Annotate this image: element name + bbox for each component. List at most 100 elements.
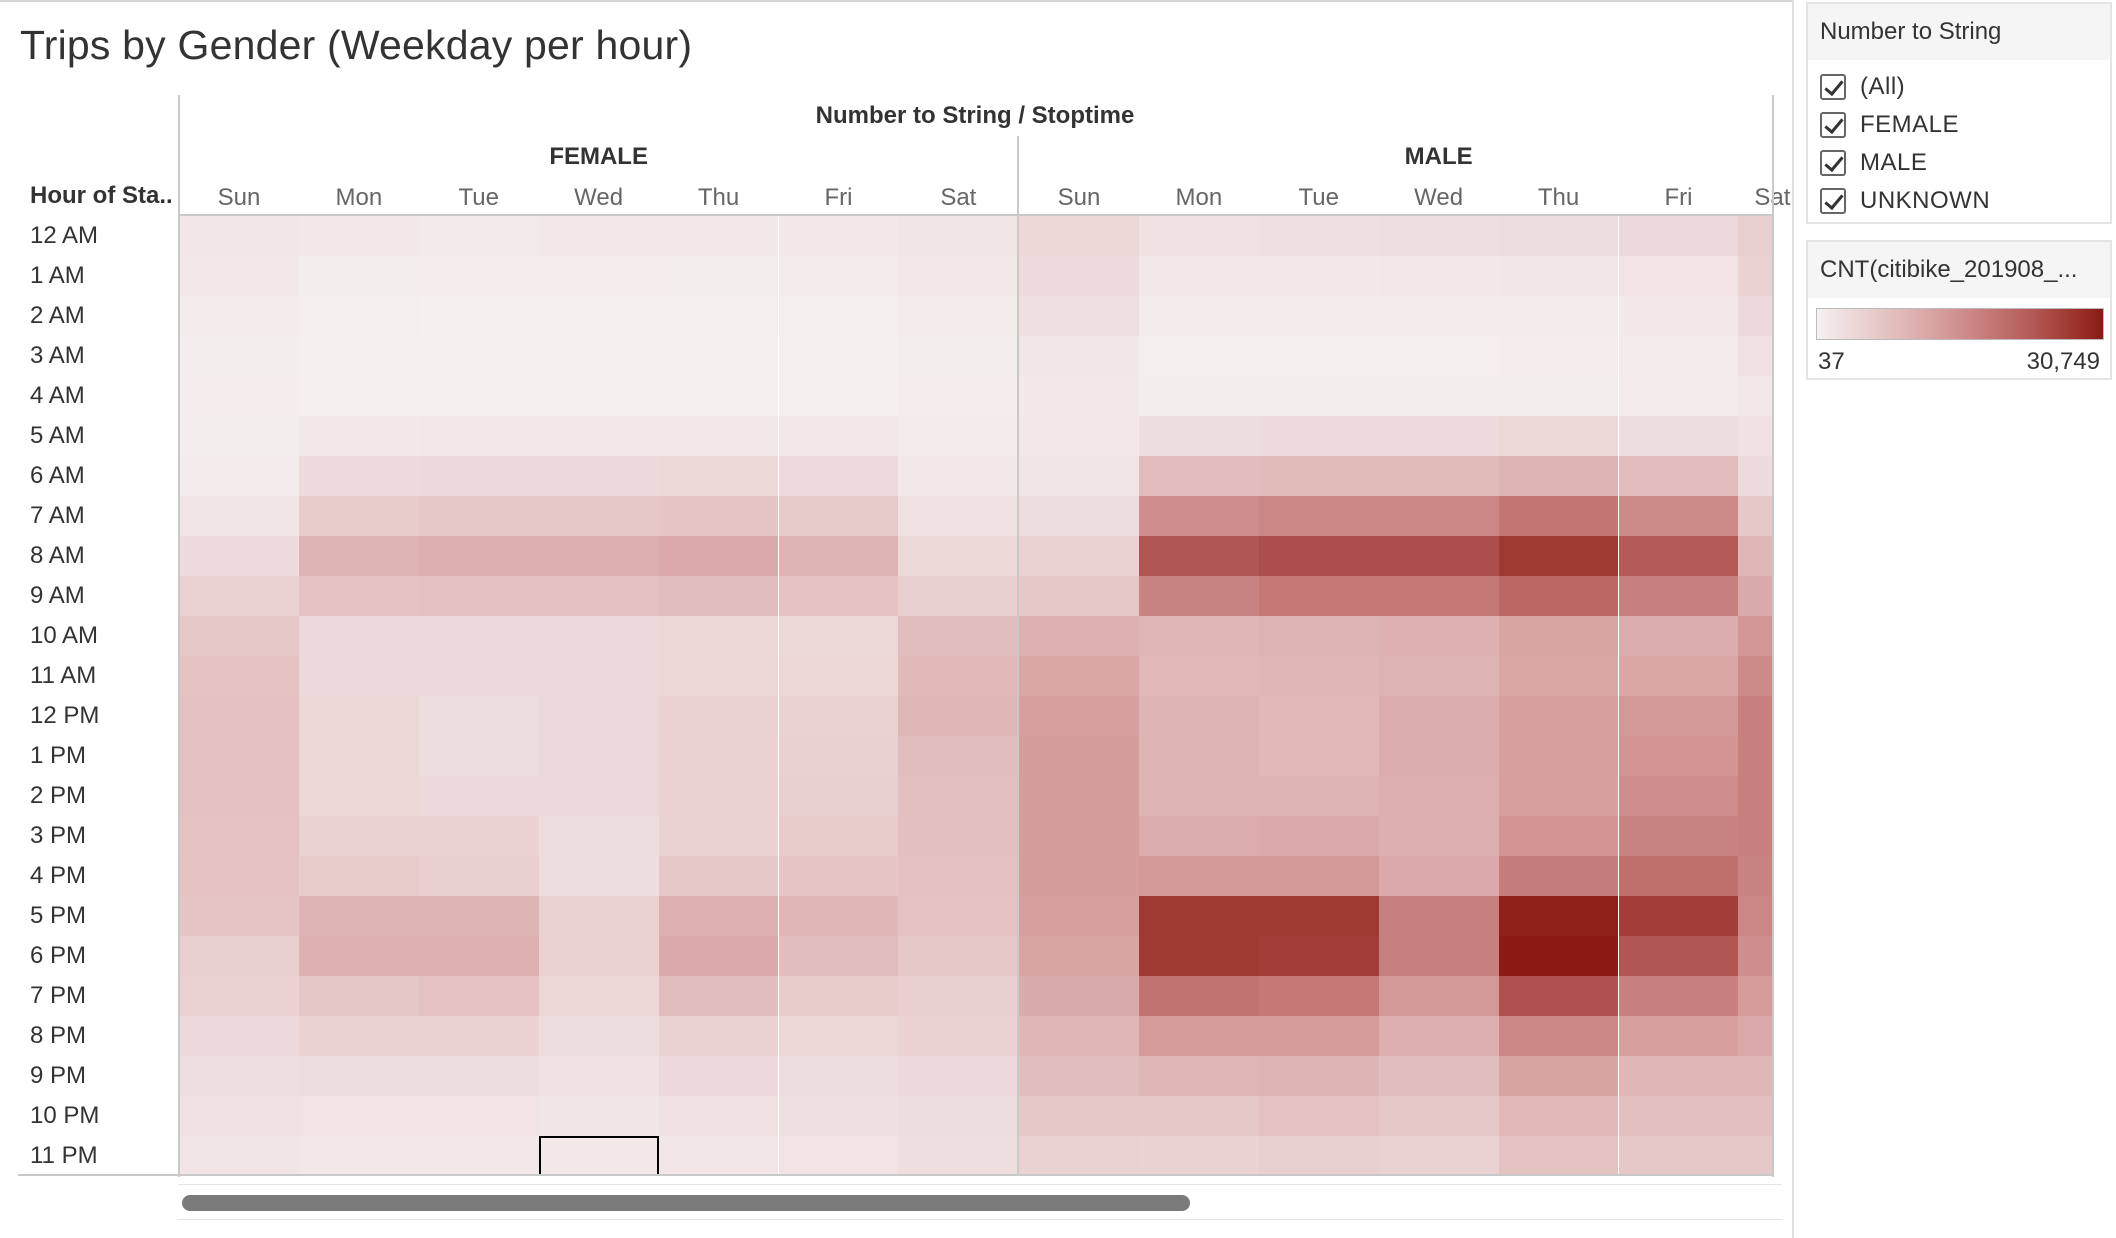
heatmap-cell-female-sat-4[interactable] <box>898 376 1019 416</box>
heatmap-cell-female-fri-20[interactable] <box>778 1016 899 1056</box>
heatmap-cell-male-thu-22[interactable] <box>1498 1096 1619 1136</box>
heatmap-cell-male-sat-0[interactable] <box>1738 216 1772 256</box>
heatmap-cell-female-thu-13[interactable] <box>658 736 779 776</box>
heatmap-cell-male-fri-2[interactable] <box>1618 296 1739 336</box>
heatmap-cell-male-thu-2[interactable] <box>1498 296 1619 336</box>
heatmap-cell-male-sat-11[interactable] <box>1738 656 1772 696</box>
heatmap-cell-male-thu-3[interactable] <box>1498 336 1619 376</box>
heatmap-cell-female-fri-19[interactable] <box>778 976 899 1016</box>
day-header-female-sat[interactable]: Sat <box>940 184 977 211</box>
heatmap-cell-male-fri-16[interactable] <box>1618 856 1739 896</box>
heatmap-cell-male-sun-16[interactable] <box>1019 856 1139 896</box>
heatmap-cell-male-thu-7[interactable] <box>1498 496 1619 536</box>
heatmap-cell-male-sat-13[interactable] <box>1738 736 1772 776</box>
heatmap-cell-female-thu-6[interactable] <box>658 456 779 496</box>
heatmap-cell-male-tue-13[interactable] <box>1258 736 1379 776</box>
heatmap-cell-female-sun-16[interactable] <box>179 856 299 896</box>
heatmap-cell-female-mon-14[interactable] <box>298 776 419 816</box>
heatmap-cell-female-fri-17[interactable] <box>778 896 899 936</box>
heatmap-cell-female-thu-11[interactable] <box>658 656 779 696</box>
checkbox-checked-icon[interactable] <box>1820 112 1846 138</box>
heatmap-cell-female-sat-13[interactable] <box>898 736 1019 776</box>
heatmap-cell-male-sun-22[interactable] <box>1019 1096 1139 1136</box>
heatmap-cell-female-fri-4[interactable] <box>778 376 899 416</box>
heatmap-cell-female-sun-1[interactable] <box>179 256 299 296</box>
heatmap-cell-female-thu-16[interactable] <box>658 856 779 896</box>
heatmap-cell-male-mon-6[interactable] <box>1138 456 1259 496</box>
heatmap-cell-male-sat-15[interactable] <box>1738 816 1772 856</box>
heatmap-cell-female-mon-18[interactable] <box>298 936 419 976</box>
heatmap-cell-female-fri-3[interactable] <box>778 336 899 376</box>
hour-label[interactable]: 12 AM <box>30 222 99 249</box>
heatmap-cell-female-fri-12[interactable] <box>778 696 899 736</box>
hour-label[interactable]: 12 PM <box>30 702 100 729</box>
heatmap-cell-female-wed-7[interactable] <box>538 496 659 536</box>
heatmap-cell-female-tue-20[interactable] <box>418 1016 539 1056</box>
heatmap-cell-female-wed-15[interactable] <box>538 816 659 856</box>
heatmap-cell-male-mon-9[interactable] <box>1138 576 1259 616</box>
heatmap-cell-male-wed-19[interactable] <box>1378 976 1499 1016</box>
heatmap-cell-male-thu-12[interactable] <box>1498 696 1619 736</box>
heatmap-cell-male-sat-20[interactable] <box>1738 1016 1772 1056</box>
heatmap-cell-male-wed-14[interactable] <box>1378 776 1499 816</box>
filter-option-male[interactable]: MALE <box>1820 146 1927 180</box>
day-header-female-sun[interactable]: Sun <box>217 184 261 211</box>
heatmap-cell-male-wed-9[interactable] <box>1378 576 1499 616</box>
hour-label[interactable]: 11 AM <box>30 662 97 689</box>
heatmap-cell-male-sat-1[interactable] <box>1738 256 1772 296</box>
heatmap-cell-female-thu-1[interactable] <box>658 256 779 296</box>
heatmap-cell-male-tue-0[interactable] <box>1258 216 1379 256</box>
heatmap-cell-male-fri-19[interactable] <box>1618 976 1739 1016</box>
heatmap-cell-male-sun-8[interactable] <box>1019 536 1139 576</box>
heatmap-cell-female-sat-16[interactable] <box>898 856 1019 896</box>
heatmap-cell-female-sat-17[interactable] <box>898 896 1019 936</box>
day-header-male-sun[interactable]: Sun <box>1057 184 1101 211</box>
heatmap-cell-female-sat-6[interactable] <box>898 456 1019 496</box>
heatmap-cell-female-tue-22[interactable] <box>418 1096 539 1136</box>
heatmap-cell-male-sat-3[interactable] <box>1738 336 1772 376</box>
gender-header-female[interactable]: FEMALE <box>549 143 648 170</box>
heatmap-cell-male-sat-12[interactable] <box>1738 696 1772 736</box>
heatmap-cell-female-thu-21[interactable] <box>658 1056 779 1096</box>
heatmap-cell-male-tue-9[interactable] <box>1258 576 1379 616</box>
hour-label[interactable]: 11 PM <box>30 1142 98 1169</box>
heatmap-cell-female-tue-17[interactable] <box>418 896 539 936</box>
heatmap-cell-female-fri-5[interactable] <box>778 416 899 456</box>
heatmap-cell-male-mon-1[interactable] <box>1138 256 1259 296</box>
heatmap-cell-female-thu-7[interactable] <box>658 496 779 536</box>
heatmap-cell-male-fri-7[interactable] <box>1618 496 1739 536</box>
heatmap-cell-male-sun-11[interactable] <box>1019 656 1139 696</box>
hour-label[interactable]: 2 AM <box>30 302 85 329</box>
hour-label[interactable]: 7 PM <box>30 982 87 1009</box>
heatmap-cell-female-wed-21[interactable] <box>538 1056 659 1096</box>
heatmap-cell-male-mon-22[interactable] <box>1138 1096 1259 1136</box>
heatmap-cell-male-fri-3[interactable] <box>1618 336 1739 376</box>
heatmap-cell-female-sun-19[interactable] <box>179 976 299 1016</box>
heatmap-cell-male-wed-3[interactable] <box>1378 336 1499 376</box>
heatmap-cell-female-fri-10[interactable] <box>778 616 899 656</box>
heatmap-cell-female-sun-10[interactable] <box>179 616 299 656</box>
heatmap-cell-female-sun-12[interactable] <box>179 696 299 736</box>
hour-label[interactable]: 1 AM <box>30 262 85 289</box>
heatmap-cell-female-sat-7[interactable] <box>898 496 1019 536</box>
heatmap-cell-female-wed-8[interactable] <box>538 536 659 576</box>
heatmap-cell-female-fri-11[interactable] <box>778 656 899 696</box>
heatmap-cell-female-wed-1[interactable] <box>538 256 659 296</box>
heatmap-cell-female-thu-20[interactable] <box>658 1016 779 1056</box>
heatmap-cell-female-mon-4[interactable] <box>298 376 419 416</box>
heatmap-cell-female-mon-0[interactable] <box>298 216 419 256</box>
heatmap-cell-female-wed-13[interactable] <box>538 736 659 776</box>
heatmap-cell-female-sat-14[interactable] <box>898 776 1019 816</box>
heatmap-cell-female-wed-23[interactable] <box>538 1136 659 1176</box>
heatmap-cell-female-tue-1[interactable] <box>418 256 539 296</box>
heatmap-cell-female-fri-14[interactable] <box>778 776 899 816</box>
heatmap-cell-male-thu-19[interactable] <box>1498 976 1619 1016</box>
filter-option-unknown[interactable]: UNKNOWN <box>1820 184 1990 218</box>
heatmap-cell-male-sat-21[interactable] <box>1738 1056 1772 1096</box>
heatmap-cell-female-wed-12[interactable] <box>538 696 659 736</box>
heatmap-cell-male-tue-7[interactable] <box>1258 496 1379 536</box>
heatmap-cell-male-sun-7[interactable] <box>1019 496 1139 536</box>
heatmap-cell-female-thu-22[interactable] <box>658 1096 779 1136</box>
heatmap-cell-female-tue-15[interactable] <box>418 816 539 856</box>
heatmap-cell-male-fri-14[interactable] <box>1618 776 1739 816</box>
